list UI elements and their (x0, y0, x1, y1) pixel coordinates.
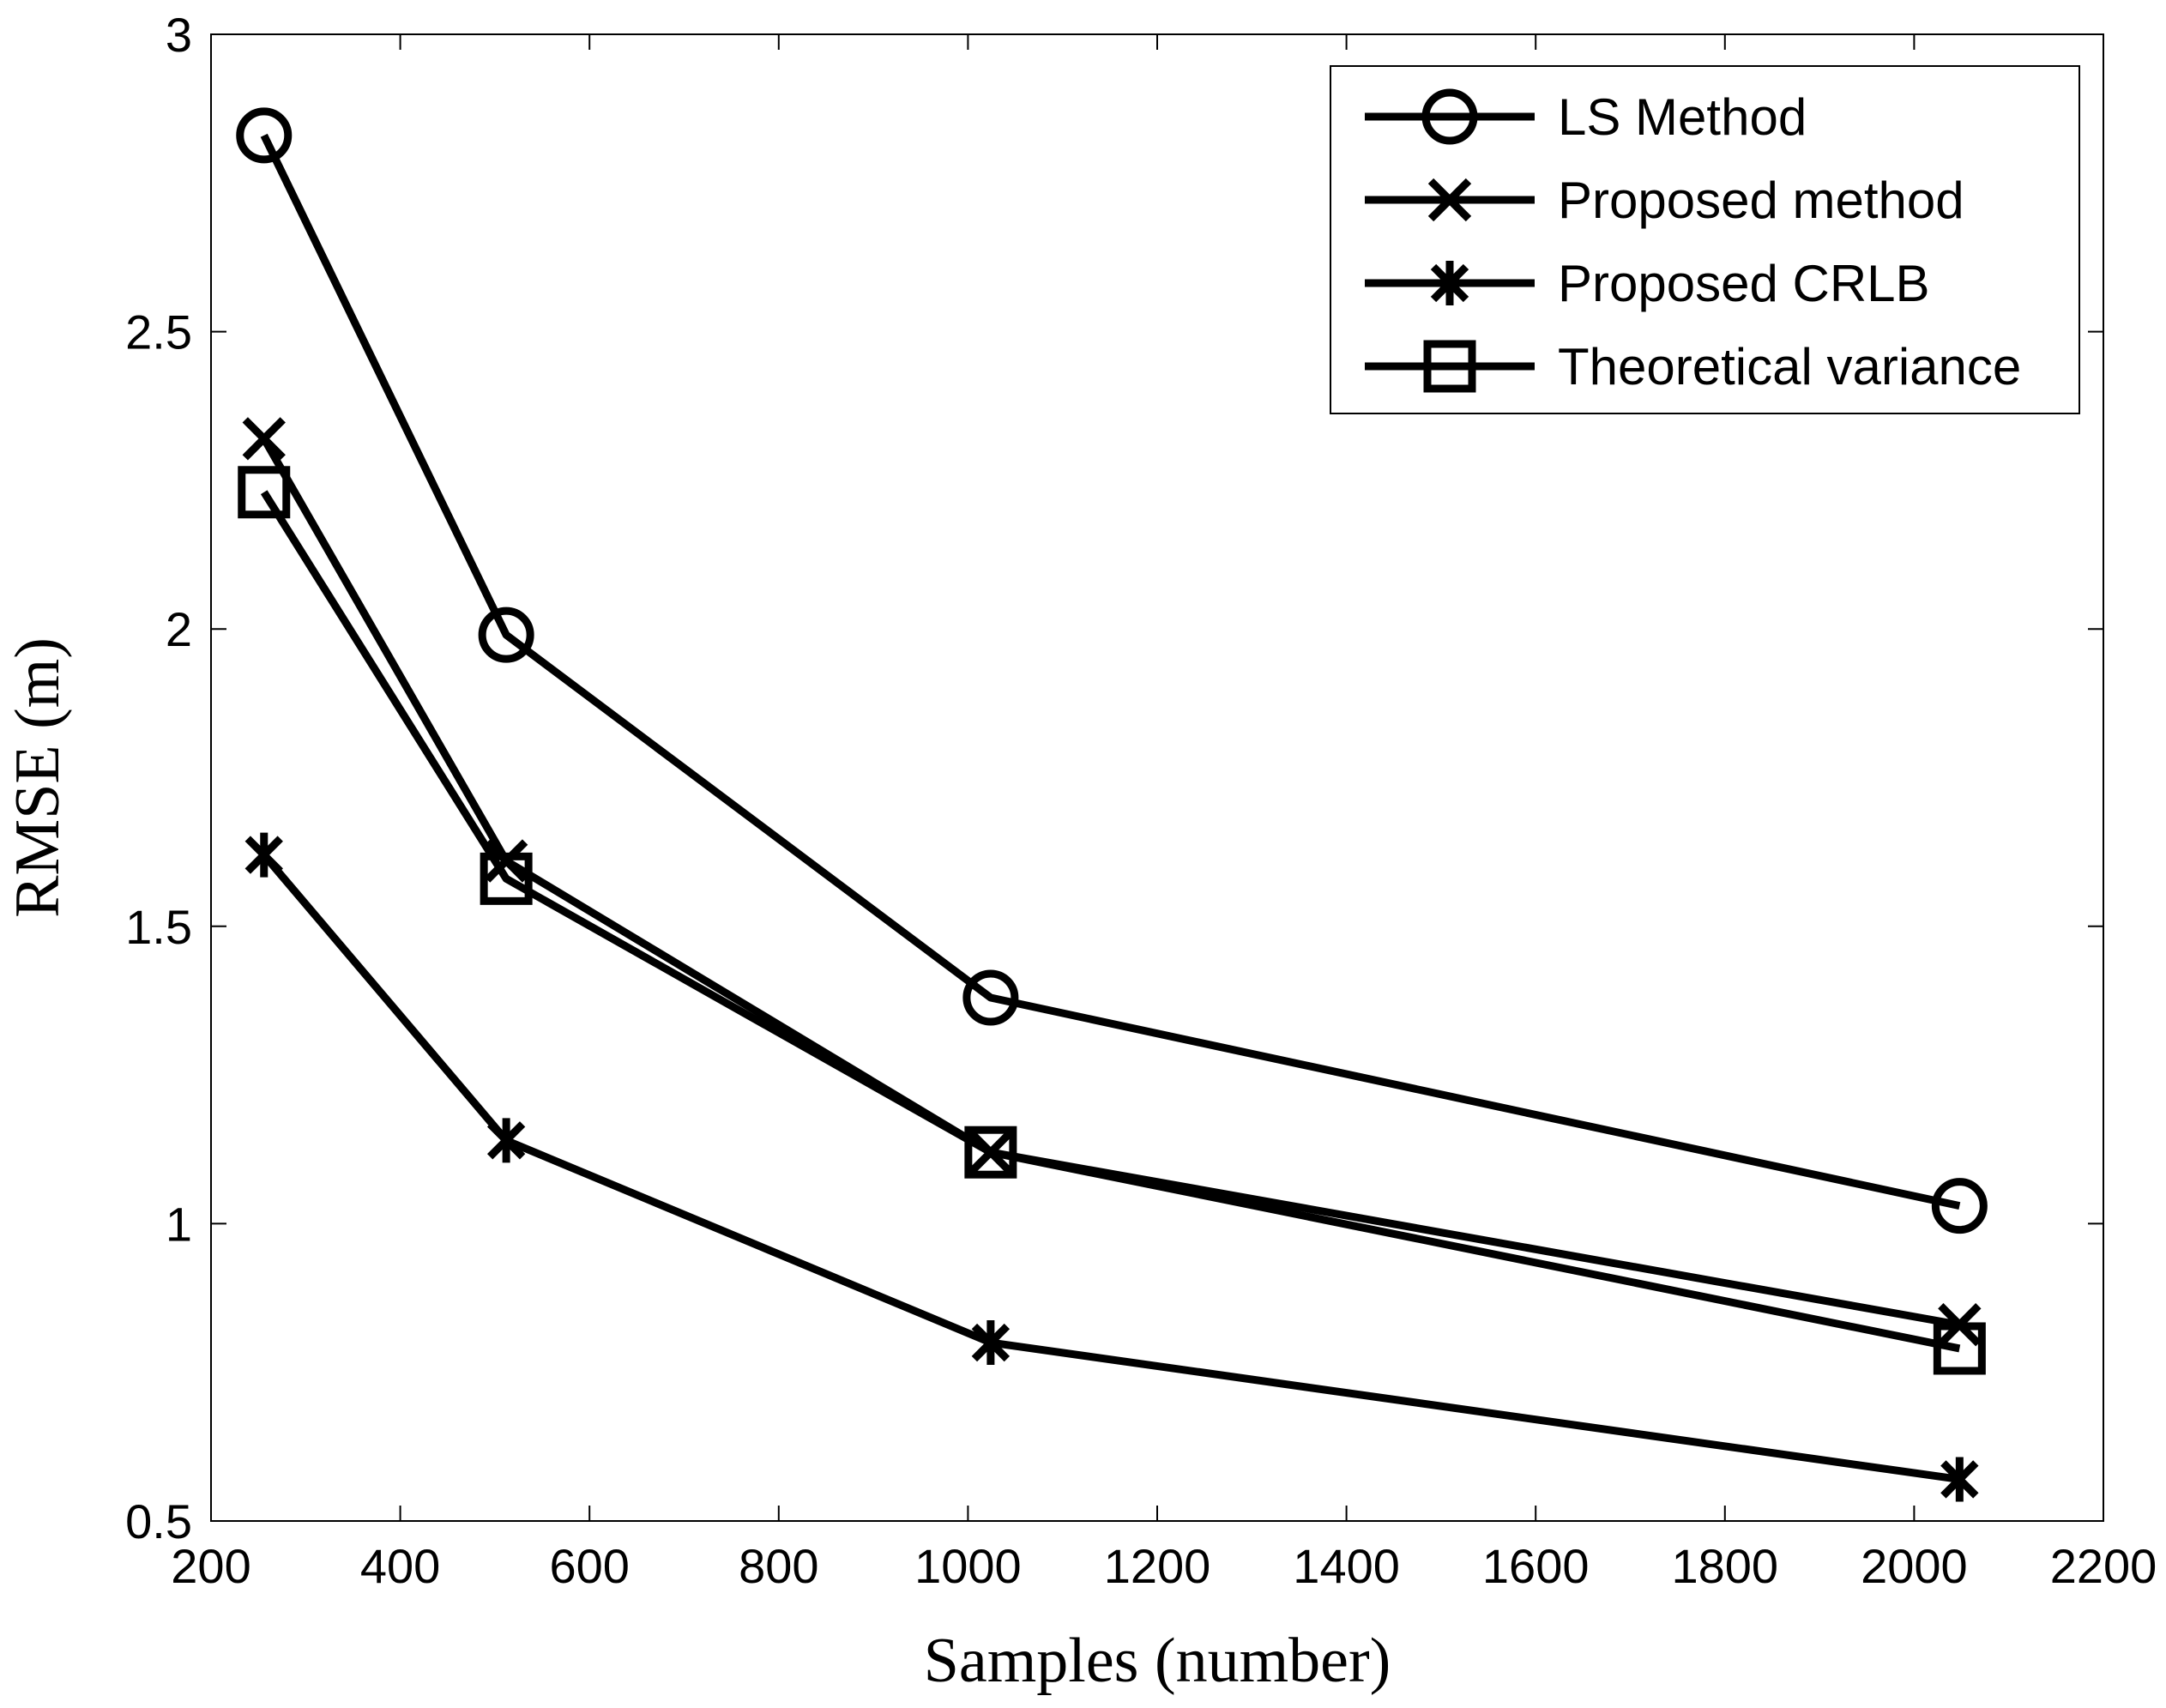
axes-group: 200 400 600 800 1000 1200 1400 1600 1800 2000 2200… (125, 8, 2157, 1593)
x-axis-title: Samples (number) (924, 1626, 1391, 1696)
legend-item-ls-method: LS Method (1365, 88, 1807, 146)
data-point-proposed-method (242, 417, 286, 461)
x-tick-label: 600 (549, 1539, 629, 1593)
legend-marker (1421, 88, 1478, 145)
data-point-proposed-crlb (971, 1320, 1011, 1366)
legend-marker (1427, 178, 1472, 222)
y-tick-label: 2.5 (125, 305, 192, 359)
y-tick-label: 0.5 (125, 1494, 192, 1548)
series-ls-method (236, 107, 1988, 1234)
data-point-ls-method (236, 107, 293, 164)
data-point-ls-method (478, 607, 534, 663)
data-point-proposed-crlb (486, 1118, 526, 1163)
series-group (236, 107, 1988, 1502)
y-tick-label: 3 (166, 8, 192, 62)
legend-label: LS Method (1558, 88, 1807, 146)
x-tick-label: 800 (739, 1539, 818, 1593)
x-tick-label: 1400 (1293, 1539, 1400, 1593)
x-tick-label: 1200 (1104, 1539, 1211, 1593)
legend-label: Proposed method (1558, 172, 1964, 229)
data-point-proposed-crlb (244, 832, 283, 878)
x-tick-label: 200 (171, 1539, 250, 1593)
legend-item-proposed-crlb: Proposed CRLB (1365, 255, 1930, 312)
series-line-ls-method (260, 133, 1961, 1210)
series-line-theoretical-variance (260, 490, 1961, 1353)
legend-box (1330, 65, 2080, 414)
y-tick-label: 1.5 (125, 900, 192, 954)
series-line-proposed-method (260, 437, 1961, 1329)
series-proposed-crlb (244, 832, 1979, 1502)
data-point-ls-method (962, 969, 1019, 1026)
legend-item-theoretical-variance: Theoretical variance (1365, 338, 2021, 395)
data-point-theoretical-variance (964, 1126, 1017, 1179)
y-axis-title: RMSE (m) (3, 637, 73, 918)
data-point-proposed-method (484, 839, 528, 883)
x-tick-label: 2200 (2050, 1539, 2157, 1593)
data-point-theoretical-variance (1933, 1322, 1986, 1375)
legend-label: Proposed CRLB (1558, 255, 1930, 312)
legend-marker (1430, 261, 1469, 305)
legend: LS Method Proposed method Proposed CRLB The… (1330, 65, 2080, 414)
x-tick-label: 1000 (914, 1539, 1022, 1593)
series-line-proposed-crlb (261, 852, 1960, 1483)
legend-item-proposed-method: Proposed method (1365, 172, 1964, 229)
data-point-theoretical-variance (480, 852, 533, 905)
x-tick-label: 400 (360, 1539, 440, 1593)
series-theoretical-variance (238, 466, 1986, 1375)
data-point-ls-method (1931, 1178, 1988, 1234)
y-tick-label: 2 (166, 602, 192, 656)
x-tick-label: 1800 (1672, 1539, 1779, 1593)
legend-label: Theoretical variance (1558, 338, 2021, 395)
data-point-theoretical-variance (238, 466, 291, 519)
data-point-proposed-crlb (1940, 1457, 1979, 1502)
x-tick-label: 2000 (1861, 1539, 1968, 1593)
y-tick-label: 1 (166, 1197, 192, 1251)
x-tick-label: 1600 (1482, 1539, 1590, 1593)
legend-marker (1423, 340, 1476, 393)
